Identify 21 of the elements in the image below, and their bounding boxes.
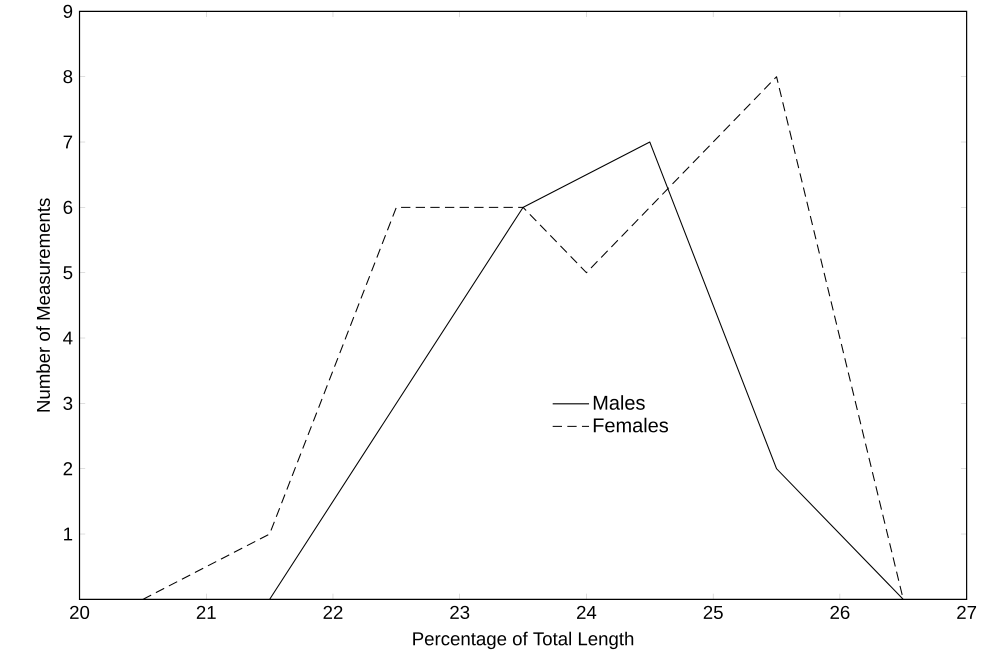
y-tick-label: 2 xyxy=(64,462,72,476)
y-tick-label: 7 xyxy=(64,136,72,148)
x-tick-label: 21 xyxy=(196,606,216,619)
x-tick-label: 23 xyxy=(450,606,470,620)
y-tick-label: 4 xyxy=(63,332,72,344)
x-tick-label: 20 xyxy=(70,606,90,620)
legend-label: Females xyxy=(594,418,668,432)
y-tick-label: 6 xyxy=(64,200,72,214)
x-tick-label: 24 xyxy=(577,606,596,619)
x-tick-label: 22 xyxy=(324,606,342,619)
x-tick-label: 26 xyxy=(830,606,850,620)
y-tick-label: 1 xyxy=(64,528,72,540)
y-tick-label: 3 xyxy=(63,396,72,410)
y-tick-label: 9 xyxy=(64,4,72,18)
legend-label: Males xyxy=(594,395,645,410)
x-axis-title: Percentage of Total Length xyxy=(413,632,634,650)
y-tick-label: 5 xyxy=(63,266,72,280)
y-axis-title: Number of Measurements xyxy=(36,198,50,412)
x-tick-label: 27 xyxy=(957,606,976,619)
y-tick-label: 8 xyxy=(63,70,72,84)
x-tick-label: 25 xyxy=(704,606,723,620)
